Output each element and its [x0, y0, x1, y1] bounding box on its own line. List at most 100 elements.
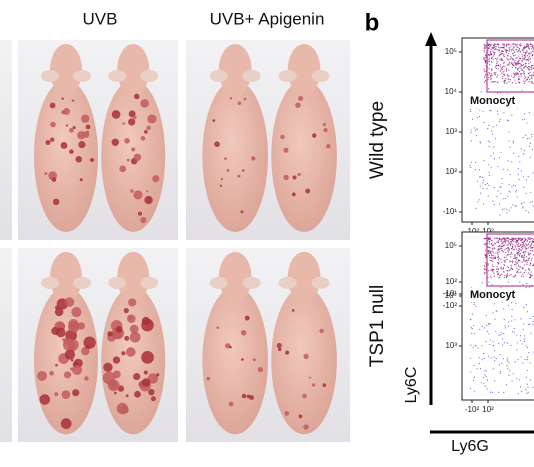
event-dot	[524, 58, 526, 60]
event-dot	[523, 75, 525, 77]
event-dot	[488, 238, 490, 241]
lesion	[144, 130, 148, 134]
event-dot	[489, 78, 491, 80]
lesion	[243, 97, 247, 101]
lesion	[241, 393, 247, 399]
lesion	[219, 184, 222, 187]
y-tick-label: 10²	[445, 167, 457, 176]
event-dot	[528, 59, 530, 61]
event-dot	[512, 142, 515, 144]
event-dot	[515, 44, 517, 46]
event-dot	[509, 191, 511, 193]
event-dot	[490, 60, 492, 62]
lesion	[322, 383, 327, 387]
event-dot	[514, 51, 516, 53]
event-dot	[470, 327, 472, 329]
event-dot	[471, 332, 473, 335]
event-dot	[514, 246, 517, 248]
lesion	[150, 396, 156, 402]
event-dot	[488, 171, 490, 173]
event-dot	[489, 256, 491, 258]
event-dot	[512, 331, 514, 333]
event-dot	[514, 241, 516, 243]
lesion	[237, 174, 241, 178]
lesion	[60, 418, 72, 430]
event-dot	[509, 260, 511, 262]
event-dot	[500, 69, 502, 71]
event-dot	[507, 269, 509, 272]
event-dot	[515, 43, 517, 45]
event-dot	[511, 61, 513, 63]
lesion	[147, 114, 157, 124]
event-dot	[484, 254, 486, 256]
event-dot	[509, 63, 511, 65]
lesion	[85, 124, 91, 130]
event-dot	[487, 74, 489, 76]
event-dot	[483, 68, 485, 70]
event-dot	[488, 145, 490, 148]
event-dot	[495, 46, 497, 48]
lesion	[111, 110, 121, 119]
event-dot	[502, 65, 504, 67]
event-dot	[507, 240, 509, 242]
event-dot	[516, 72, 519, 74]
lesion	[128, 118, 136, 126]
y-tick-label: -10²	[443, 301, 458, 310]
event-dot	[523, 82, 526, 84]
event-dot	[509, 49, 511, 51]
lesion	[283, 147, 289, 153]
event-dot	[474, 345, 477, 347]
lesion	[69, 127, 74, 133]
event-dot	[497, 268, 499, 270]
event-dot	[518, 250, 521, 253]
event-dot	[520, 356, 522, 358]
event-dot	[499, 52, 501, 54]
event-dot	[488, 250, 490, 252]
event-dot	[495, 48, 497, 50]
event-dot	[526, 122, 528, 124]
event-dot	[503, 43, 505, 45]
event-dot	[499, 54, 501, 56]
event-dot	[482, 376, 484, 379]
event-dot	[489, 339, 491, 341]
event-dot	[506, 258, 508, 261]
event-dot	[469, 110, 472, 113]
event-dot	[503, 392, 505, 394]
event-dot	[497, 255, 499, 257]
event-dot	[529, 323, 531, 325]
event-dot	[492, 152, 495, 154]
event-dot	[502, 50, 504, 53]
event-dot	[511, 114, 513, 116]
event-dot	[530, 74, 532, 76]
event-dot	[515, 71, 517, 73]
lesion	[319, 328, 324, 334]
event-dot	[521, 90, 523, 92]
lesion	[323, 127, 328, 133]
event-dot	[489, 53, 491, 55]
lesion	[295, 102, 301, 108]
event-dot	[470, 387, 472, 390]
event-dot	[526, 239, 528, 241]
event-dot	[517, 241, 519, 243]
event-dot	[524, 65, 526, 68]
event-dot	[507, 53, 510, 55]
event-dot	[531, 257, 533, 260]
event-dot	[494, 360, 496, 362]
event-dot	[528, 66, 530, 68]
mouse-body	[202, 80, 268, 232]
event-dot	[475, 135, 478, 137]
event-dot	[513, 61, 516, 63]
lesion	[126, 158, 130, 162]
event-dot	[511, 302, 513, 304]
event-dot	[527, 268, 530, 270]
event-dot	[523, 323, 525, 325]
event-dot	[479, 329, 481, 331]
event-dot	[523, 243, 525, 245]
lesion	[291, 309, 295, 312]
event-dot	[491, 268, 494, 270]
event-dot	[523, 258, 525, 260]
event-dot	[526, 359, 529, 361]
event-dot	[507, 357, 509, 359]
event-dot	[526, 46, 528, 48]
event-dot	[496, 92, 499, 94]
